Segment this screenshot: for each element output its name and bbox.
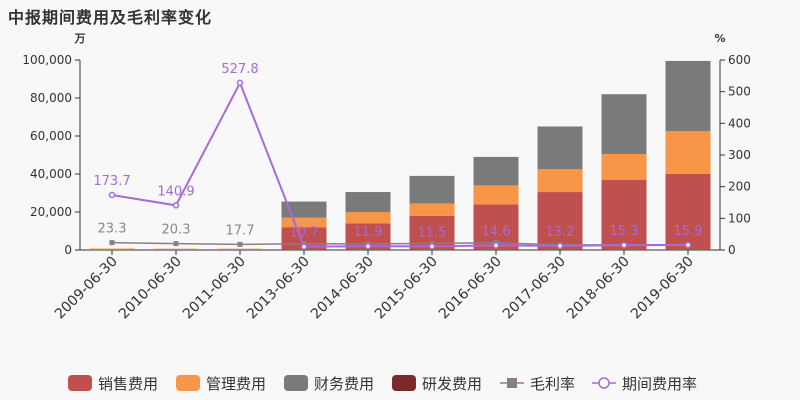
- y-right-tick-label: 100: [728, 211, 751, 225]
- expense-ratio-point: [492, 242, 500, 249]
- x-tick-label: 2011-06-30: [180, 254, 249, 323]
- expense-ratio-point: [108, 191, 116, 199]
- gross-margin-point: [109, 240, 115, 246]
- x-tick-label: 2017-06-30: [500, 254, 569, 323]
- expense-ratio-point: [620, 241, 628, 249]
- bar-segment: [345, 212, 391, 224]
- expense-ratio-label: 10.7: [290, 226, 319, 241]
- legend-label: 销售费用: [98, 375, 158, 393]
- bar-segment: [89, 248, 135, 250]
- bar-segment: [281, 217, 327, 228]
- bar-segment: [473, 156, 519, 186]
- y-right-tick-label: 300: [728, 148, 751, 162]
- y-left-unit: 万: [74, 32, 86, 45]
- expense-ratio-label: 11.9: [354, 225, 383, 240]
- y-left-tick-label: 80,000: [30, 91, 72, 105]
- x-tick-label: 2015-06-30: [372, 254, 441, 323]
- expense-ratio-label: 527.8: [221, 62, 258, 77]
- expense-ratio-point: [556, 242, 564, 250]
- bar-segment: [665, 60, 711, 132]
- y-right-tick-label: 0: [728, 243, 736, 257]
- expense-ratio-point: [684, 241, 692, 249]
- bar-segment: [665, 174, 711, 250]
- legend-label: 管理费用: [206, 375, 266, 393]
- y-left-tick-label: 60,000: [30, 129, 72, 143]
- bar-segment: [601, 94, 647, 155]
- legend-label: 毛利率: [530, 375, 575, 393]
- bar-segment: [217, 248, 263, 250]
- x-tick-label: 2009-06-30: [52, 254, 121, 323]
- x-tick-label: 2013-06-30: [244, 254, 313, 323]
- x-tick-label: 2016-06-30: [436, 254, 505, 323]
- bar-segment: [601, 154, 647, 180]
- gross-margin-point: [173, 241, 179, 247]
- gross-margin-point: [237, 241, 243, 247]
- bar-segment: [153, 249, 199, 250]
- expense-ratio-label: 14.6: [482, 224, 511, 239]
- expense-ratio-line: [111, 80, 689, 248]
- y-right-tick-label: 600: [728, 53, 751, 67]
- bar-segment: [537, 169, 583, 193]
- y-right-tick-label: 200: [728, 180, 751, 194]
- legend-marker: [507, 378, 517, 388]
- gross-margin-label: 23.3: [98, 222, 127, 237]
- expense-ratio-point: [172, 202, 180, 209]
- y-left-tick-label: 20,000: [30, 205, 72, 219]
- bar-segment: [409, 203, 455, 216]
- legend-marker: [598, 377, 610, 389]
- bar-segment: [601, 179, 647, 250]
- y-left-tick-label: 0: [64, 243, 72, 257]
- chart-title: 中报期间费用及毛利率变化: [8, 8, 213, 27]
- bar-segment: [537, 192, 583, 250]
- bar-segment: [281, 201, 327, 218]
- legend-swatch: [176, 375, 200, 391]
- bar-segment: [217, 249, 263, 250]
- bar-segment: [409, 175, 455, 204]
- y-right-unit: %: [714, 32, 725, 45]
- bar-segment: [473, 185, 519, 205]
- expense-ratio-label: 140.9: [157, 184, 194, 199]
- x-tick-label: 2010-06-30: [116, 254, 185, 323]
- expense-ratio-point: [428, 243, 436, 250]
- expense-ratio-label: 13.2: [546, 225, 575, 240]
- x-tick-label: 2014-06-30: [308, 254, 377, 323]
- expense-ratio-point: [300, 243, 308, 250]
- bar-segment: [665, 131, 711, 174]
- legend-label: 财务费用: [314, 375, 374, 393]
- y-left-tick-label: 40,000: [30, 167, 72, 181]
- expense-ratio-point: [364, 242, 372, 250]
- bar-segment: [537, 126, 583, 170]
- bar-segment: [89, 249, 135, 250]
- x-tick-label: 2019-06-30: [628, 254, 697, 323]
- y-right-tick-label: 400: [728, 116, 751, 130]
- legend-swatch: [392, 375, 416, 391]
- x-tick-label: 2018-06-30: [564, 254, 633, 323]
- expense-ratio-label: 15.3: [610, 224, 639, 239]
- expense-ratio-label: 173.7: [93, 174, 130, 189]
- gross-margin-label: 17.7: [226, 223, 255, 238]
- y-left-tick-label: 100,000: [22, 53, 72, 67]
- bar-segment: [153, 248, 199, 250]
- y-right-tick-label: 500: [728, 85, 751, 99]
- expense-ratio-label: 15.9: [674, 224, 703, 239]
- legend-swatch: [284, 375, 308, 391]
- gross-margin-label: 20.3: [162, 223, 191, 238]
- expense-ratio-label: 11.5: [418, 225, 447, 240]
- legend-swatch: [68, 375, 92, 391]
- legend-label: 期间费用率: [622, 375, 697, 393]
- expense-ratio-point: [236, 79, 244, 87]
- bar-segment: [345, 192, 391, 212]
- legend-label: 研发费用: [422, 375, 482, 393]
